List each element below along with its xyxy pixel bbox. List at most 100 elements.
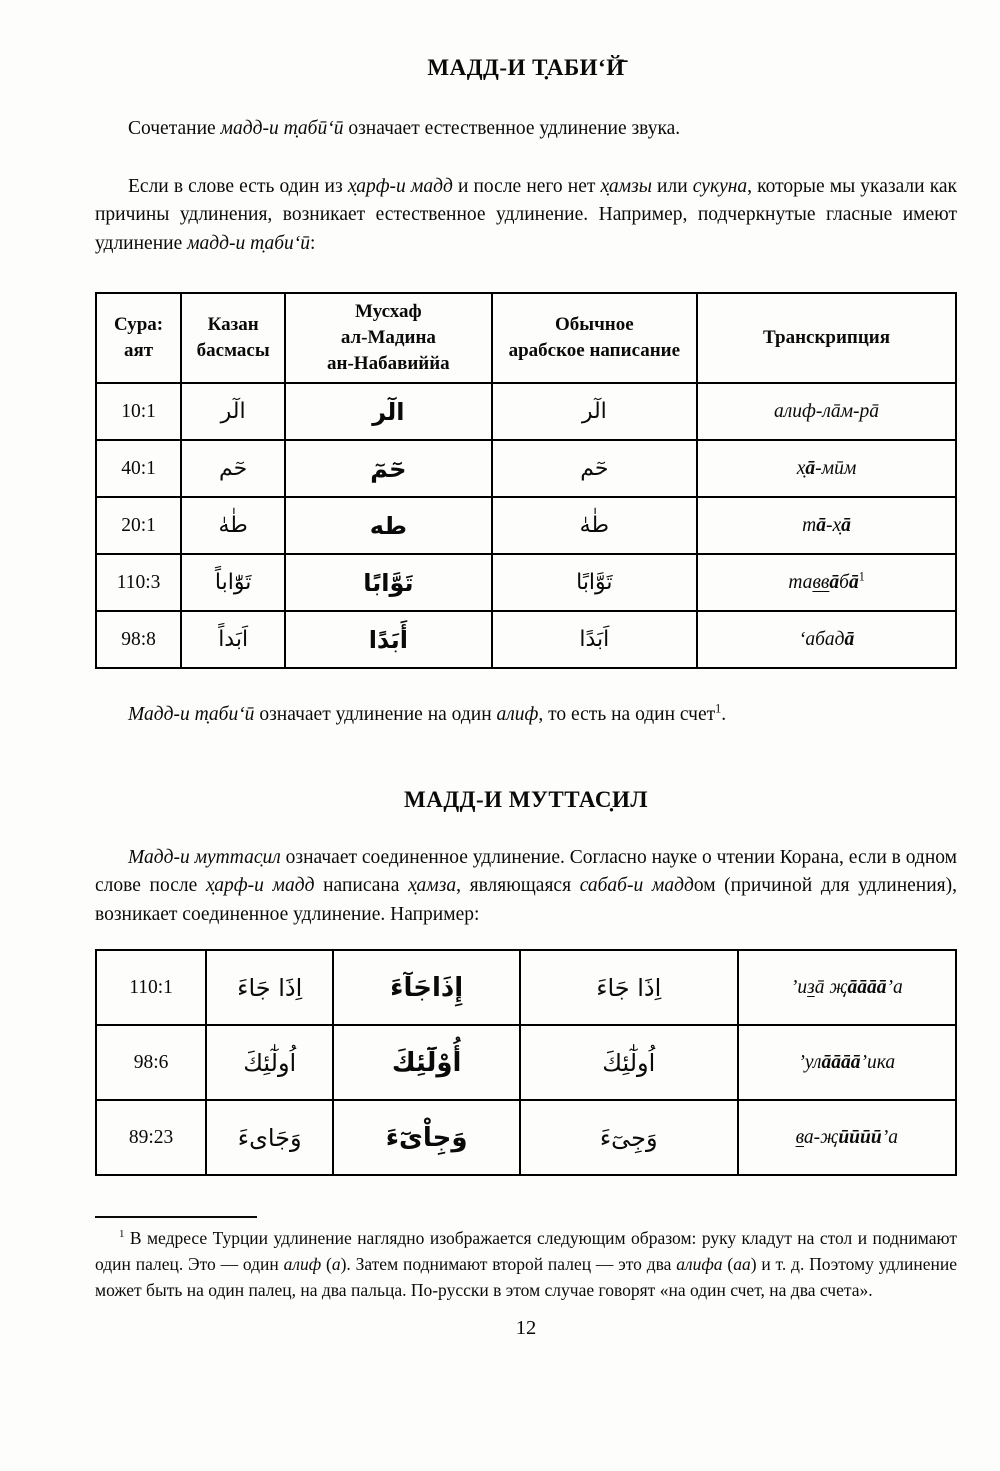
sura-ayat-cell: 20:1: [94, 496, 183, 555]
transcription-cell: тā-х̣ā: [696, 496, 957, 555]
text-segment: ā: [848, 571, 859, 593]
text-segment: āāāā: [821, 1051, 861, 1073]
text-segment: а: [331, 1254, 341, 1274]
text-segment: , то есть на один счет: [538, 704, 716, 725]
section1-title: МАДД-И Т̣АБИ‘Й̄: [427, 55, 625, 80]
text-segment: та: [788, 571, 813, 593]
text-segment: з: [807, 976, 815, 998]
transcription-cell: ’улāāāā’ика: [736, 1024, 958, 1101]
madina-script-cell: الٓر: [284, 382, 493, 441]
kazan-script-cell: اَبَداً: [180, 610, 287, 669]
text-segment: т: [802, 514, 817, 536]
transcription-cell: ‘абадā: [696, 610, 957, 669]
table-row: 40:1 حٓم حٓمٓ حٓم х̣ā-мӣм: [94, 439, 957, 498]
text-segment: ā: [805, 457, 816, 479]
kazan-script-cell: اُولٰٓئِكَ: [205, 1024, 335, 1101]
sura-ayat-cell: 89:23: [94, 1099, 208, 1176]
text-segment: Сочетание: [128, 118, 221, 139]
table-row: 98:6 اُولٰٓئِكَ أُوْلَٓئِكَ اُولٰٓئِكَ’улāā…: [94, 1024, 958, 1101]
section1-paragraph-1: Сочетание мадд-и т̣абӣ‘ӣ означает естест…: [95, 115, 957, 144]
text-segment: или: [651, 175, 693, 197]
col-header-kazan: Казан басмасы: [180, 292, 287, 384]
text-segment: Если в слове есть один из: [128, 175, 348, 197]
text-segment: х̣: [796, 457, 806, 479]
document-page: МАДД-И Т̣АБИ‘Й̄ Сочетание мадд-и т̣абӣ‘ӣ…: [94, 0, 958, 1340]
section2-paragraph-1: Мадд-и муттас̣ил означает соединенное уд…: [95, 844, 957, 930]
madd-muttasil-examples-table: 110:1 اِذَا جَاءَ إِذَاجَآءَ اِذَا جَاءَ’из…: [94, 949, 958, 1176]
text-segment: алифа: [676, 1254, 723, 1274]
col-header-sura-ayat: Сура: аят: [94, 292, 183, 384]
ordinary-script-cell: اِذَا جَاءَ: [518, 949, 739, 1026]
section1-paragraph-2: Если в слове есть один из х̣арф-и мадд и…: [95, 173, 957, 259]
transcription-cell: х̣ā-мӣм: [696, 439, 957, 498]
text-segment: 1: [119, 1228, 125, 1241]
table-row: 20:1 طٰهٰ طه طٰهٰ тā-х̣ā: [94, 496, 957, 555]
text-segment: а-җ: [803, 1126, 839, 1148]
madina-script-cell: حٓمٓ: [284, 439, 493, 498]
transcription-cell: ’изā җāāāā’а: [736, 949, 958, 1026]
sura-ayat-cell: 110:1: [94, 949, 208, 1026]
madd-tabii-examples-table: Сура: аят Казан басмасы Мусхаф ал-Мадина…: [94, 292, 957, 669]
text-segment: 1: [858, 569, 865, 583]
kazan-script-cell: طٰهٰ: [180, 496, 287, 555]
ordinary-script-cell: اَبَدًا: [490, 610, 699, 669]
text-segment: в: [795, 1126, 804, 1148]
text-segment: , являющаяся: [456, 875, 580, 896]
sura-ayat-cell: 98:6: [94, 1024, 208, 1101]
text-segment: ом (причиной для удлинения), возникает с…: [95, 875, 957, 925]
text-segment: сукуна: [692, 175, 748, 197]
footnote-text: 1 В медресе Турции удлинение наглядно из…: [95, 1225, 957, 1303]
text-segment: ā: [829, 571, 840, 593]
text-segment: алиф-лāм-рā: [774, 400, 880, 422]
text-segment: ā җ: [814, 976, 848, 998]
madina-script-cell: طه: [284, 496, 493, 555]
madina-script-cell: إِذَاجَآءَ: [332, 949, 521, 1026]
text-segment: мадд-и т̣абӣ‘ӣ: [220, 118, 344, 139]
text-segment: ’ика: [860, 1051, 896, 1073]
text-segment: Мадд-и т̣аби‘ӣ: [128, 704, 255, 725]
section2-title: МАДД-И МУТТАС̣ИЛ: [404, 786, 648, 812]
text-segment: х̣амзы: [600, 175, 652, 197]
madina-script-cell: وَجِاْىٓءَ: [332, 1099, 521, 1176]
transcription-cell: таввāбā1: [696, 553, 957, 612]
text-segment: ā: [844, 628, 855, 650]
madina-script-cell: تَوَّابًا: [284, 553, 493, 612]
text-segment: Мадд-и муттас̣ил: [128, 846, 281, 868]
text-segment: вв: [812, 571, 830, 593]
table-row: 10:1 الٓر الٓر الٓر алиф-лāм-рā: [94, 382, 957, 441]
text-segment: ). Затем поднимают второй палец — это дв…: [340, 1254, 677, 1274]
sura-ayat-cell: 10:1: [94, 382, 183, 441]
table-row: 110:1 اِذَا جَاءَ إِذَاجَآءَ اِذَا جَاءَ’из…: [94, 949, 958, 1026]
text-segment: В медресе Турции удлинение наглядно изоб…: [95, 1228, 957, 1274]
text-segment: ā: [841, 514, 851, 536]
table-row: 89:23 وَجَاىءَ وَجِاْىٓءَ وَجِىٓءَ ва-җӣӣӣӣ’…: [94, 1099, 958, 1176]
text-segment: āāāā: [847, 976, 887, 998]
table-row: 98:8 اَبَداً أَبَدًا اَبَدًا ‘абадā: [94, 610, 957, 669]
text-segment: означает соединенное удлинение. Согласно…: [95, 846, 957, 897]
ordinary-script-cell: الٓر: [490, 382, 699, 441]
text-segment: х̣арф-и мадд: [205, 875, 315, 896]
text-segment: -х̣: [826, 514, 842, 536]
text-segment: аа: [733, 1254, 751, 1274]
text-segment: .: [721, 704, 727, 725]
sura-ayat-cell: 110:3: [94, 553, 183, 612]
table-row: 110:3 تَوّٰاباً تَوَّابًا تَوَّابًا таввāбā1: [94, 553, 957, 612]
ordinary-script-cell: اُولٰٓئِكَ: [518, 1024, 739, 1101]
ordinary-script-cell: وَجِىٓءَ: [518, 1099, 739, 1176]
ordinary-script-cell: تَوَّابًا: [490, 553, 699, 612]
text-segment: алиф: [496, 704, 539, 725]
text-segment: сабаб-и мадд: [579, 875, 694, 896]
sura-ayat-cell: 98:8: [94, 610, 183, 669]
text-segment: :: [310, 232, 316, 254]
sura-ayat-cell: 40:1: [94, 439, 183, 498]
kazan-script-cell: حٓم: [180, 439, 287, 498]
text-segment: ’а: [881, 1126, 898, 1148]
footnote-divider: [95, 1216, 257, 1218]
madina-script-cell: أُوْلَٓئِكَ: [332, 1024, 521, 1101]
kazan-script-cell: اِذَا جَاءَ: [205, 949, 335, 1026]
text-segment: ’и: [790, 976, 808, 998]
text-segment: мадд-и т̣аби‘ӣ: [187, 232, 311, 254]
text-segment: (: [722, 1254, 734, 1274]
kazan-script-cell: الٓر: [180, 382, 287, 441]
col-header-transcription: Транскрипция: [696, 292, 957, 384]
